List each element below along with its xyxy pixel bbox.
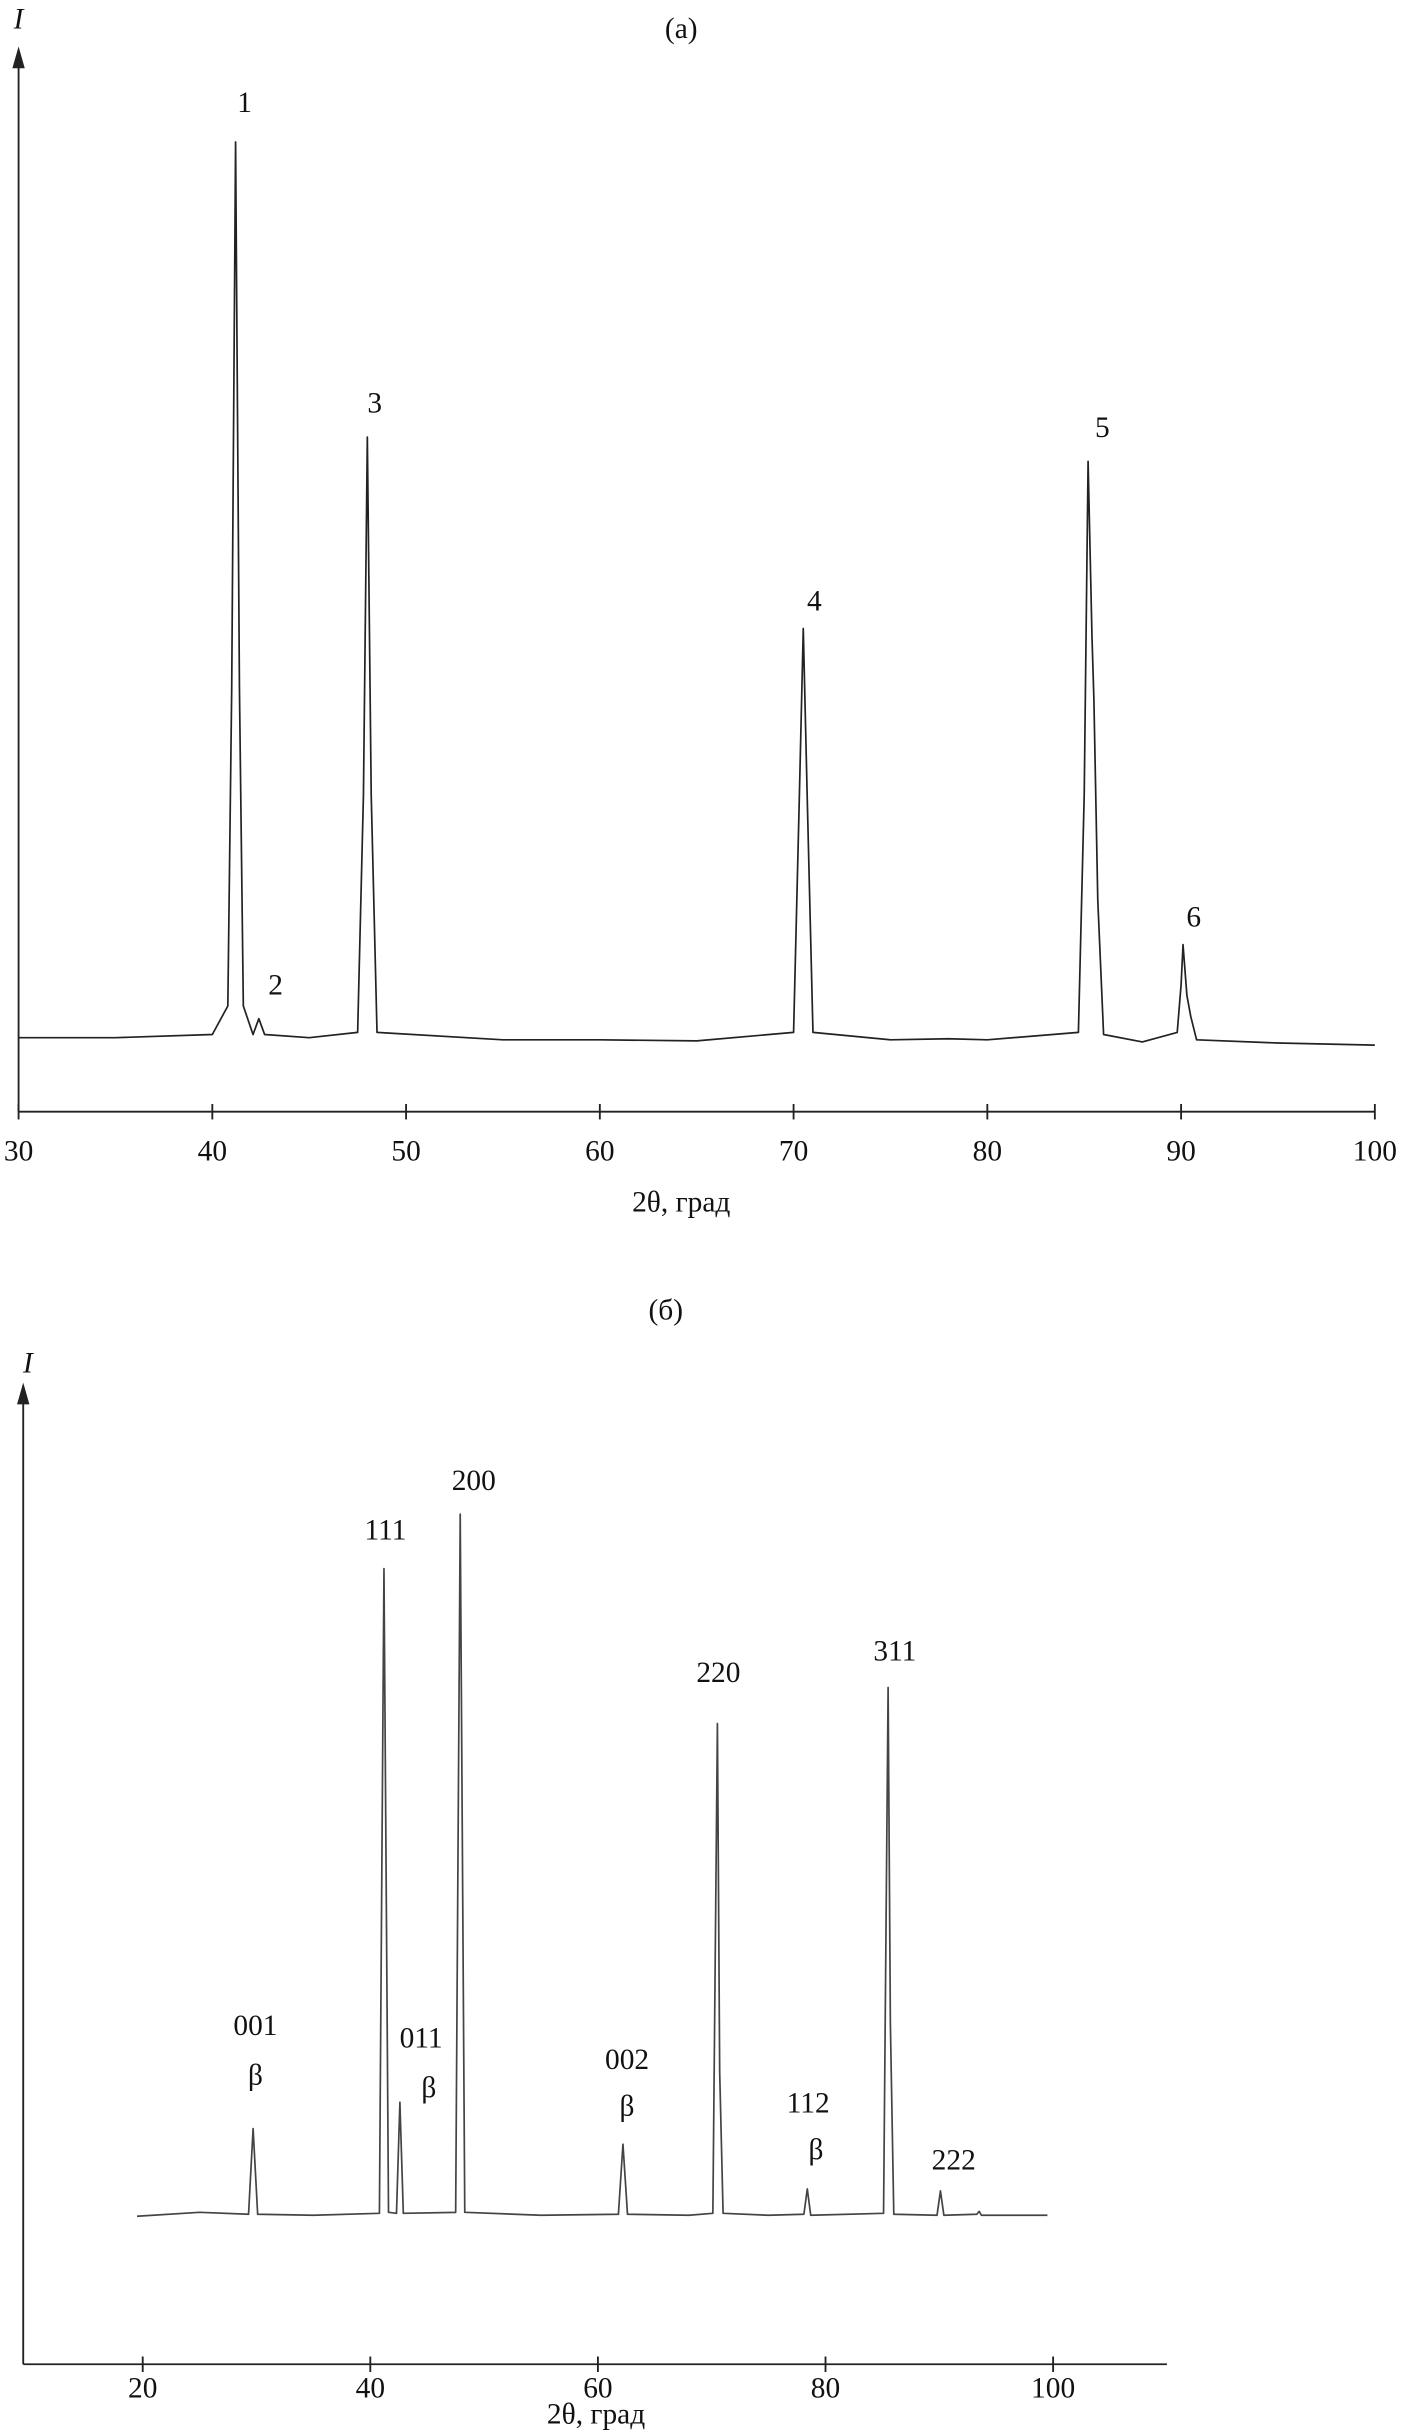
x-tick-label: 20 — [128, 2372, 157, 2404]
y-axis-label: I — [22, 1347, 34, 1379]
peak-label: 5 — [1095, 412, 1110, 444]
peak-label: 1 — [237, 87, 252, 119]
x-tick-label: 100 — [1353, 1135, 1397, 1167]
diffraction-line — [136, 1513, 1048, 2218]
peak-label: 6 — [1186, 901, 1201, 933]
peak-label: 200 — [452, 1465, 496, 1497]
peak-label: β — [808, 2134, 823, 2166]
peak-label: 222 — [932, 2145, 976, 2177]
peak-label: β — [620, 2091, 635, 2123]
x-tick-label: 50 — [391, 1135, 420, 1167]
x-tick-label: 60 — [583, 2372, 612, 2404]
chart-title: (а) — [665, 13, 698, 45]
x-tick-label: 40 — [198, 1135, 227, 1167]
y-axis-label: I — [13, 4, 25, 36]
x-tick-label: 90 — [1166, 1135, 1195, 1167]
x-tick-label: 80 — [973, 1135, 1002, 1167]
x-tick-label: 60 — [585, 1135, 614, 1167]
x-axis-label: 2θ, град — [632, 1186, 730, 1218]
peak-label: 002 — [605, 2044, 649, 2076]
peak-label: 011 — [400, 2022, 443, 2054]
peak-label: 111 — [365, 1515, 407, 1547]
peak-label: 112 — [787, 2087, 830, 2119]
chart-title: (б) — [648, 1295, 683, 1327]
peak-label: 3 — [367, 387, 382, 419]
peak-label: 001 — [233, 2010, 277, 2042]
x-tick-label: 80 — [811, 2372, 840, 2404]
peak-label: 2 — [268, 970, 283, 1002]
x-tick-label: 30 — [4, 1135, 33, 1167]
peak-label: 311 — [873, 1635, 916, 1667]
diffraction-line — [18, 141, 1375, 1046]
peak-label: 4 — [807, 586, 822, 618]
x-tick-label: 100 — [1031, 2372, 1075, 2404]
peak-label: β — [248, 2060, 263, 2092]
peak-label: β — [421, 2072, 436, 2104]
peak-label: 220 — [696, 1657, 740, 1689]
x-axis-label: 2θ, град — [547, 2399, 645, 2431]
x-tick-label: 40 — [356, 2372, 385, 2404]
x-tick-label: 70 — [779, 1135, 808, 1167]
